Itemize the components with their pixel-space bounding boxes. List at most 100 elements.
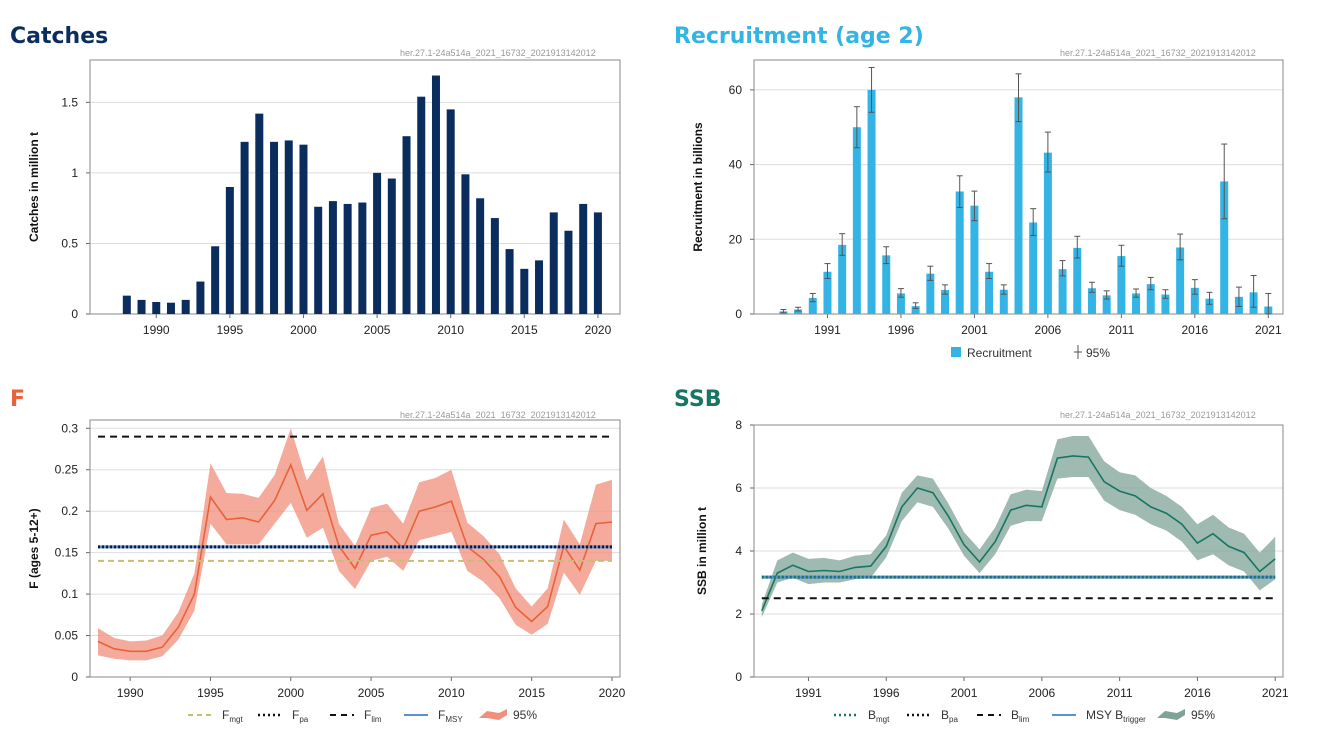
catches-xtick-label: 1990 xyxy=(143,323,170,337)
recruitment-title: Recruitment (age 2) xyxy=(674,24,924,49)
catches-bar xyxy=(535,260,544,314)
f-ytick-label: 0.25 xyxy=(55,463,79,477)
catches-bar xyxy=(461,174,470,314)
recruitment-bar xyxy=(1029,222,1038,314)
recruitment-bar xyxy=(941,290,950,314)
recruitment-bar xyxy=(1205,298,1214,314)
recruitment-bar xyxy=(1058,269,1067,314)
catches-bar xyxy=(564,230,573,314)
catches-bar xyxy=(579,203,588,314)
recruitment-bar xyxy=(794,309,803,314)
f-ci-band xyxy=(98,428,612,661)
f-legend-label: Fpa xyxy=(292,708,309,724)
catches-bar xyxy=(343,203,352,314)
recruitment-bar xyxy=(1043,152,1052,314)
catches-panel: Catches her.27.1-24a514a_2021_16732_2021… xyxy=(0,0,660,375)
recruitment-bar xyxy=(1117,256,1126,314)
recruitment-bar xyxy=(970,205,979,314)
ssb-title: SSB xyxy=(674,387,722,412)
ssb-legend-label: Blim xyxy=(1011,708,1030,724)
f-ytick-label: 0.3 xyxy=(61,421,78,435)
recruitment-bar xyxy=(926,273,935,314)
catches-bar xyxy=(299,144,308,314)
f-panel: F her.27.1-24a514a_2021_16732_2021913142… xyxy=(0,375,660,749)
recruitment-xtick-label: 1996 xyxy=(888,323,915,337)
recruitment-ylabel: Recruitment in billions xyxy=(691,122,705,252)
recruitment-legend-label: Recruitment xyxy=(967,346,1032,360)
recruitment-ytick-label: 40 xyxy=(729,158,743,172)
ssb-legend-label: Bmgt xyxy=(868,708,890,724)
recruitment-bar xyxy=(896,293,905,314)
recruitment-bar xyxy=(955,191,964,314)
ssb-plot-frame xyxy=(753,424,1284,678)
f-legend-label: Flim xyxy=(364,708,382,724)
ssb-legend-label: MSY Btrigger xyxy=(1086,708,1146,724)
recruitment-bar xyxy=(838,244,847,314)
f-xtick-label: 2005 xyxy=(358,686,385,700)
recruitment-bar xyxy=(1087,288,1096,314)
recruitment-bar xyxy=(1161,294,1170,314)
recruitment-xtick-label: 2011 xyxy=(1108,323,1134,337)
catches-xtick-label: 2005 xyxy=(364,323,391,337)
catches-xtick-label: 2010 xyxy=(437,323,464,337)
catches-bar xyxy=(593,212,602,314)
catches-bar xyxy=(255,113,264,314)
ssb-legend-swatch xyxy=(1157,709,1185,720)
recruitment-bar xyxy=(985,271,994,314)
ssb-xtick-label: 2011 xyxy=(1107,686,1133,700)
catches-bar xyxy=(387,178,396,314)
recruitment-bar xyxy=(1220,181,1229,314)
catches-bar xyxy=(358,202,367,314)
f-ytick-label: 0.1 xyxy=(61,587,78,601)
ssb-xtick-label: 1996 xyxy=(873,686,900,700)
ssb-xtick-label: 2001 xyxy=(951,686,978,700)
recruitment-ytick-label: 0 xyxy=(735,307,742,321)
catches-bar xyxy=(284,140,293,314)
recruitment-bar xyxy=(1014,97,1023,315)
f-legend-label: Fmgt xyxy=(222,708,243,724)
catches-bar xyxy=(181,299,190,314)
recruitment-xtick-label: 2016 xyxy=(1181,323,1208,337)
catches-stock-id: her.27.1-24a514a_2021_16732_202191314201… xyxy=(400,48,596,58)
recruitment-xtick-label: 2006 xyxy=(1035,323,1062,337)
f-xtick-label: 2015 xyxy=(518,686,545,700)
recruitment-xtick-label: 2001 xyxy=(961,323,988,337)
f-xtick-label: 2020 xyxy=(599,686,626,700)
recruitment-bar xyxy=(852,127,861,314)
recruitment-bar xyxy=(1176,247,1185,314)
recruitment-bar xyxy=(911,306,920,314)
catches-ytick-label: 1.5 xyxy=(61,95,78,109)
catches-bar xyxy=(476,198,485,314)
catches-bar xyxy=(137,299,146,314)
catches-xtick-label: 2020 xyxy=(585,323,612,337)
f-ytick-label: 0.05 xyxy=(55,629,79,643)
f-xtick-label: 1995 xyxy=(197,686,224,700)
f-chart: 0 0.05 0.1 0.15 0.2 0.25 0.3 1990 1995 2000 2005 20… xyxy=(27,419,626,724)
recruitment-xtick-label: 2021 xyxy=(1255,323,1282,337)
recruitment-bar xyxy=(1190,287,1199,314)
catches-bar xyxy=(373,172,382,314)
ssb-xtick-label: 1991 xyxy=(795,686,822,700)
f-legend-label: 95% xyxy=(513,708,537,722)
catches-bar xyxy=(505,249,514,314)
catches-xtick-label: 1995 xyxy=(217,323,244,337)
catches-bar xyxy=(520,268,529,314)
catches-xtick-label: 2000 xyxy=(290,323,317,337)
ssb-ytick-label: 4 xyxy=(735,544,742,558)
f-title: F xyxy=(10,387,26,412)
recruitment-panel: Recruitment (age 2) her.27.1-24a514a_202… xyxy=(664,0,1329,375)
recruitment-legend-swatch xyxy=(951,347,961,357)
recruitment-bar xyxy=(1146,284,1155,314)
f-xtick-label: 1990 xyxy=(117,686,144,700)
f-xtick-label: 2010 xyxy=(438,686,465,700)
ssb-chart: 0 2 4 6 8 1991 1996 2001 2006 2011 2016 2021 SSB in … xyxy=(695,418,1289,724)
catches-bar xyxy=(417,96,426,314)
recruitment-chart: 0 20 40 60 1991 1996 2001 2006 2011 2016 2021 Recru… xyxy=(691,59,1284,360)
ssb-legend-label: Bpa xyxy=(941,708,958,724)
recruitment-bar xyxy=(999,289,1008,314)
f-ytick-label: 0.2 xyxy=(61,504,78,518)
f-ytick-label: 0 xyxy=(71,670,78,684)
f-plot-frame xyxy=(89,419,621,678)
f-legend-label: FMSY xyxy=(438,708,463,724)
ssb-ytick-label: 8 xyxy=(735,418,742,432)
